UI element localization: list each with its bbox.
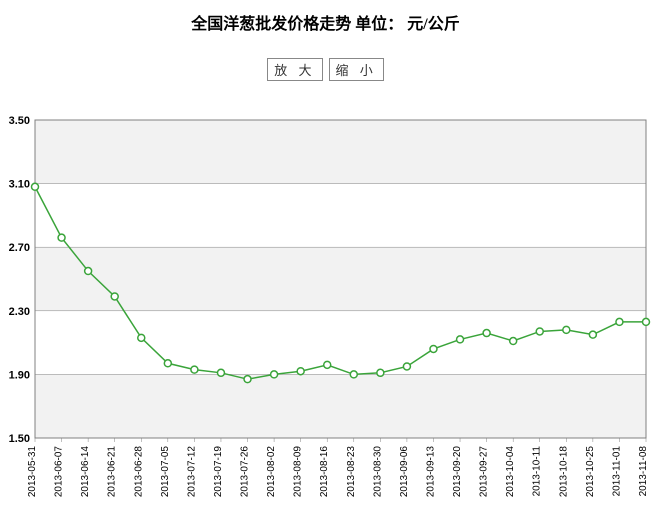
svg-text:2013-09-13: 2013-09-13 — [425, 446, 436, 498]
svg-text:2013-09-20: 2013-09-20 — [452, 446, 463, 498]
svg-text:2013-09-06: 2013-09-06 — [399, 446, 410, 498]
svg-text:2013-08-02: 2013-08-02 — [266, 446, 277, 498]
zoom-controls: 放 大 缩 小 — [0, 58, 651, 81]
svg-text:2013-08-30: 2013-08-30 — [372, 446, 383, 498]
svg-text:2013-06-07: 2013-06-07 — [54, 446, 65, 498]
zoom-out-button[interactable]: 缩 小 — [329, 58, 384, 81]
svg-text:2013-11-08: 2013-11-08 — [638, 446, 649, 497]
svg-text:2.70: 2.70 — [9, 242, 30, 254]
svg-text:2013-05-31: 2013-05-31 — [27, 446, 38, 498]
svg-text:2013-06-14: 2013-06-14 — [80, 446, 91, 498]
svg-text:2013-10-11: 2013-10-11 — [532, 446, 543, 497]
svg-text:2013-07-19: 2013-07-19 — [213, 446, 224, 498]
svg-text:2013-10-18: 2013-10-18 — [558, 446, 569, 498]
svg-text:2013-08-09: 2013-08-09 — [293, 446, 304, 498]
svg-text:2013-10-04: 2013-10-04 — [505, 446, 516, 498]
price-line-chart: 1.50 1.90 2.30 2.70 3.10 3.50 2013-05-31 2013-0… — [0, 108, 651, 511]
svg-text:1.50: 1.50 — [9, 433, 30, 445]
svg-text:2013-07-12: 2013-07-12 — [186, 446, 197, 498]
svg-text:2013-08-16: 2013-08-16 — [319, 446, 330, 498]
svg-text:2013-07-05: 2013-07-05 — [160, 446, 171, 498]
svg-text:2013-06-21: 2013-06-21 — [107, 446, 118, 498]
svg-text:2013-11-01: 2013-11-01 — [611, 446, 622, 497]
svg-text:2013-06-28: 2013-06-28 — [133, 446, 144, 498]
svg-text:1.90: 1.90 — [9, 369, 30, 381]
svg-text:2013-09-27: 2013-09-27 — [479, 446, 490, 498]
svg-text:2013-10-25: 2013-10-25 — [585, 446, 596, 498]
svg-text:2.30: 2.30 — [9, 306, 30, 318]
svg-text:2013-08-23: 2013-08-23 — [346, 446, 357, 498]
svg-text:3.50: 3.50 — [9, 115, 30, 127]
svg-text:2013-07-26: 2013-07-26 — [240, 446, 251, 498]
zoom-in-button[interactable]: 放 大 — [267, 58, 322, 81]
chart-title: 全国洋葱批发价格走势 单位： 元/公斤 — [0, 0, 651, 34]
svg-text:3.10: 3.10 — [9, 179, 30, 191]
